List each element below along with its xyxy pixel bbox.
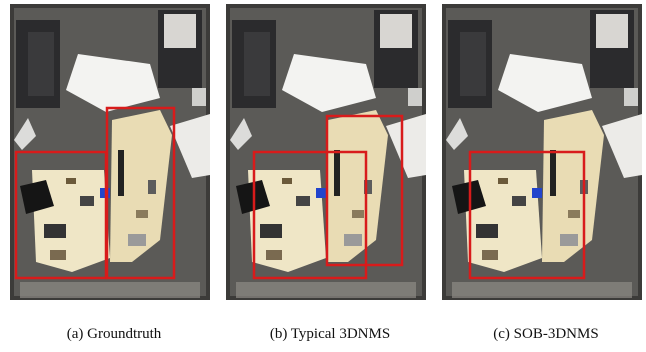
scene-panel bbox=[10, 0, 218, 310]
point-cloud-image bbox=[442, 4, 642, 300]
bounding-box bbox=[325, 114, 404, 267]
bounding-box bbox=[105, 106, 176, 280]
point-cloud-image bbox=[10, 4, 210, 300]
scene-panel bbox=[442, 0, 646, 310]
bounding-box bbox=[252, 150, 368, 280]
point-cloud-image bbox=[226, 4, 426, 300]
bounding-box bbox=[468, 150, 586, 280]
panel-caption: (c) SOB-3DNMS bbox=[493, 326, 599, 342]
scene-panel bbox=[226, 0, 434, 310]
panel-caption: (b) Typical 3DNMS bbox=[269, 326, 391, 342]
panel-caption: (a) Groundtruth bbox=[66, 326, 162, 342]
